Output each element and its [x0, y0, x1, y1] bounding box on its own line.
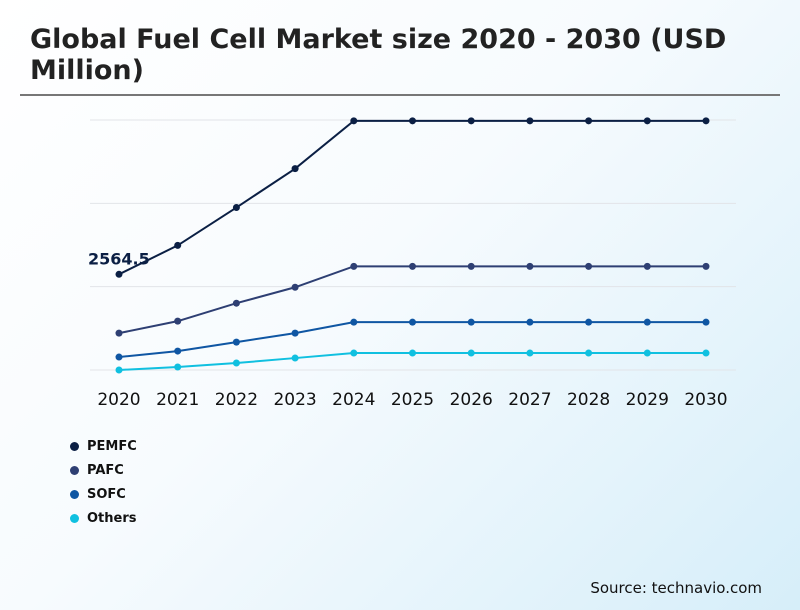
legend-item-sofc[interactable]: SOFC — [70, 482, 137, 506]
data-point-pafc — [115, 329, 123, 337]
legend-marker-icon — [70, 465, 79, 475]
legend-item-pemfc[interactable]: PEMFC — [70, 434, 137, 458]
x-tick-label: 2027 — [508, 390, 551, 410]
data-point-pemfc — [232, 204, 240, 212]
data-point-pafc — [409, 262, 416, 270]
data-point-sofc — [409, 318, 416, 326]
data-point-pemfc — [467, 117, 475, 125]
title-divider — [20, 94, 780, 96]
legend-marker-icon — [70, 513, 79, 523]
data-point-others — [585, 349, 593, 357]
data-point-pafc — [702, 262, 710, 270]
x-tick-label: 2030 — [684, 390, 727, 410]
x-tick-label: 2021 — [156, 390, 199, 410]
legend-item-others[interactable]: Others — [70, 506, 137, 530]
chart-title: Global Fuel Cell Market size 2020 - 2030… — [30, 24, 727, 86]
data-point-pafc — [467, 262, 475, 270]
data-point-others — [115, 366, 123, 374]
legend-label: PAFC — [87, 462, 124, 478]
data-point-pafc — [232, 299, 240, 307]
data-point-sofc — [526, 318, 534, 326]
x-tick-label: 2020 — [97, 390, 140, 410]
data-point-others — [467, 349, 475, 357]
data-point-sofc — [174, 347, 182, 355]
x-tick-label: 2025 — [391, 390, 434, 410]
data-point-pafc — [643, 262, 651, 270]
data-point-pafc — [174, 317, 182, 325]
legend-item-pafc[interactable]: PAFC — [70, 458, 137, 482]
data-point-pemfc — [526, 117, 534, 125]
legend: PEMFC PAFC SOFC Others — [70, 434, 137, 530]
data-point-pafc — [350, 262, 358, 270]
data-point-others — [643, 349, 651, 357]
data-point-sofc — [702, 318, 710, 326]
data-point-others — [174, 363, 182, 371]
data-point-others — [291, 354, 299, 362]
x-tick-label: 2022 — [215, 390, 258, 410]
data-label: 2564.5 — [88, 249, 150, 268]
data-point-sofc — [467, 318, 475, 326]
data-point-sofc — [291, 329, 299, 337]
data-point-sofc — [115, 353, 123, 361]
legend-label: Others — [87, 510, 137, 526]
data-point-sofc — [350, 318, 358, 326]
data-point-pemfc — [585, 117, 593, 125]
legend-label: SOFC — [87, 486, 126, 502]
data-point-pemfc — [174, 241, 182, 249]
data-point-pafc — [585, 262, 593, 270]
data-point-pemfc — [702, 117, 710, 125]
legend-marker-icon — [70, 489, 79, 499]
data-point-pemfc — [115, 270, 123, 278]
data-point-sofc — [585, 318, 593, 326]
data-point-pafc — [526, 262, 534, 270]
data-point-others — [702, 349, 710, 357]
data-point-sofc — [643, 318, 651, 326]
data-point-pemfc — [643, 117, 651, 125]
legend-marker-icon — [70, 441, 79, 451]
data-point-others — [526, 349, 534, 357]
x-tick-label: 2026 — [450, 390, 493, 410]
legend-label: PEMFC — [87, 438, 137, 454]
data-point-sofc — [232, 338, 240, 346]
data-point-others — [232, 359, 240, 367]
series-line-pemfc — [118, 119, 706, 276]
data-point-others — [409, 349, 416, 357]
data-point-pafc — [291, 283, 299, 291]
data-point-pemfc — [291, 165, 299, 173]
x-tick-label: 2029 — [626, 390, 669, 410]
x-tick-label: 2024 — [332, 390, 375, 410]
x-tick-label: 2028 — [567, 390, 610, 410]
source-credit: Source: technavio.com — [590, 579, 762, 597]
data-point-pemfc — [350, 117, 358, 125]
data-point-others — [350, 349, 358, 357]
data-point-pemfc — [409, 117, 416, 125]
x-tick-label: 2023 — [273, 390, 316, 410]
